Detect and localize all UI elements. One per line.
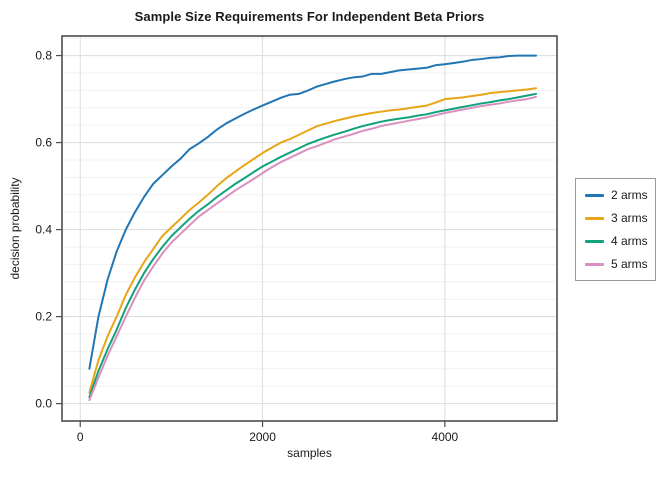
plot-area: [62, 36, 557, 421]
legend-line-swatch: [585, 216, 604, 220]
x-tick-label: 4000: [432, 430, 459, 444]
series-line-4-arms: [88, 92, 538, 399]
x-tick-label: 2000: [249, 430, 276, 444]
legend: 2 arms 3 arms 4 arms 5 arms: [575, 178, 656, 281]
chart-title: Sample Size Requirements For Independent…: [134, 9, 485, 24]
legend-item: 2 arms: [585, 188, 649, 202]
legend-item: 4 arms: [585, 234, 649, 248]
series-line-2-arms: [88, 54, 538, 370]
legend-item: 5 arms: [585, 257, 649, 271]
series-line-5-arms: [88, 95, 538, 402]
y-tick-label: 0.6: [35, 136, 52, 150]
x-tick-label: 0: [77, 430, 84, 444]
legend-line-swatch: [585, 239, 604, 243]
legend-line-swatch: [585, 193, 604, 197]
legend-label: 4 arms: [611, 234, 648, 248]
y-tick-label: 0.8: [35, 49, 52, 63]
y-axis-label: decision probability: [8, 177, 22, 280]
y-tick-label: 0.0: [35, 397, 52, 411]
legend-label: 3 arms: [611, 211, 648, 225]
y-tick-label: 0.4: [35, 223, 52, 237]
legend-label: 2 arms: [611, 188, 648, 202]
x-axis-label: samples: [287, 446, 332, 460]
series-line-3-arms: [88, 87, 538, 394]
legend-item: 3 arms: [585, 211, 649, 225]
legend-label: 5 arms: [611, 257, 648, 271]
y-tick-label: 0.2: [35, 310, 52, 324]
plot-frame: [61, 35, 558, 422]
legend-line-swatch: [585, 262, 604, 266]
